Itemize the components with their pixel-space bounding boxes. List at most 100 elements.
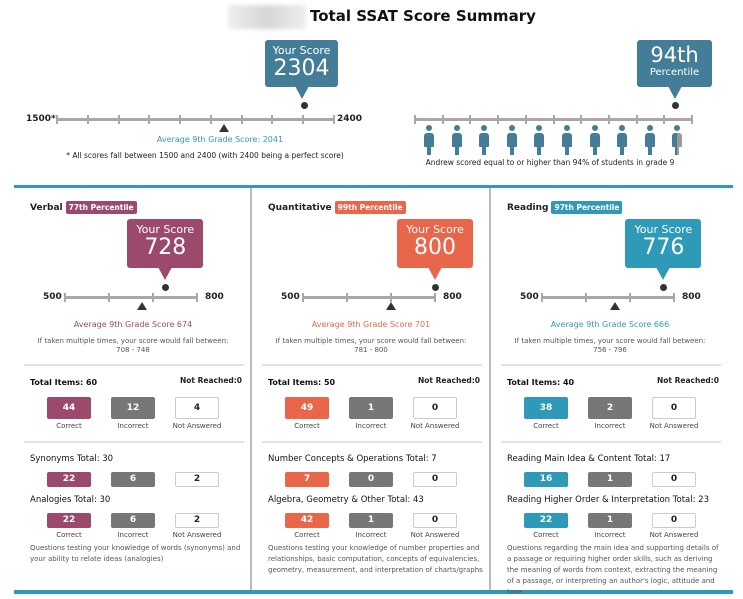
scale-tick (64, 293, 66, 302)
person-part (424, 133, 434, 147)
incorrect-label: Incorrect (117, 422, 149, 430)
scale-tick (497, 115, 500, 124)
score-range: 708 - 748 (116, 346, 150, 354)
percentile-marker-dot (672, 102, 680, 109)
section-description: Questions regarding the main idea and su… (507, 544, 719, 596)
score-marker-dot (432, 284, 439, 291)
subsection-title: Analogies Total: 30 (30, 495, 111, 505)
your-score-label: Your Score (406, 223, 464, 236)
bubble-tail (428, 267, 442, 280)
incorrect-count: 1 (349, 513, 393, 528)
person-part (647, 145, 652, 155)
not-answered-label: Not Answered (410, 531, 460, 539)
not-answered-count: 0 (652, 513, 696, 528)
subsection-title: Algebra, Geometry & Other Total: 43 (268, 495, 424, 505)
scale-tick (390, 293, 392, 302)
person-part (534, 133, 545, 147)
not-answered-count: 4 (175, 397, 219, 419)
incorrect-count: 1 (349, 397, 393, 419)
total-score-value: 2304 (273, 56, 330, 81)
score-value: 800 (414, 235, 456, 260)
not-reached: Not Reached:0 (179, 376, 242, 385)
scale-tick (196, 293, 198, 302)
section-quantitative: Quantitative 99th Percentile Your Score 800… (252, 188, 490, 590)
correct-count: 38 (524, 397, 568, 419)
column-separator (489, 188, 491, 590)
percentile-sub-label: Percentile (649, 67, 700, 78)
section-title: Reading 97th Percentile (507, 201, 623, 214)
correct-label: Correct (56, 422, 82, 430)
divider (262, 364, 482, 366)
scale-tick (524, 115, 527, 124)
scale-tick (441, 115, 444, 124)
person-part (509, 145, 514, 155)
percentile-value: 94th (650, 43, 699, 67)
section-description: Questions testing your knowledge of numb… (268, 544, 483, 574)
section-title: Quantitative 99th Percentile (268, 201, 406, 214)
total-score-bubble: Your Score 2304 (265, 40, 338, 99)
not-answered-label: Not Answered (172, 531, 222, 539)
scale-tick (333, 115, 335, 124)
scale-tick (179, 115, 182, 124)
total-items: Total Items: 60 (30, 378, 98, 387)
scale-tick (108, 293, 110, 302)
scale-tick (691, 115, 693, 124)
person-part (562, 133, 572, 147)
average-marker-icon (136, 302, 147, 310)
incorrect-label: Incorrect (594, 422, 626, 430)
range-intro: If taken multiple times, your score woul… (514, 337, 706, 345)
correct-count: 22 (47, 513, 91, 528)
divider (24, 364, 244, 366)
scale-tick (607, 115, 610, 124)
person-part (617, 133, 628, 147)
your-score-label: Your Score (272, 44, 331, 57)
person-part (644, 133, 655, 147)
person-part (426, 125, 432, 131)
section-name: Reading (507, 203, 549, 213)
section-description: Questions testing your knowledge of word… (30, 544, 241, 563)
average-label: Average 9th Grade Score 701 (311, 320, 431, 329)
correct-label: Correct (533, 531, 559, 539)
bubble-tail (158, 267, 173, 280)
person-icon (671, 125, 683, 155)
range-intro: If taken multiple times, your score woul… (275, 337, 467, 345)
scale-max-label: 800 (443, 292, 462, 302)
scale-tick (635, 115, 638, 124)
person-part (672, 133, 683, 147)
not-answered-count: 2 (175, 472, 219, 487)
person-part (453, 125, 460, 131)
scale-min-label: 500 (281, 292, 300, 302)
person-icon (533, 125, 545, 155)
not-answered-count: 0 (413, 397, 457, 419)
incorrect-label: Incorrect (594, 531, 626, 539)
scale-tick (541, 293, 543, 302)
scale-tick (580, 115, 583, 124)
scale-tick (302, 115, 305, 124)
person-icon (423, 125, 435, 155)
scale-max-label: 800 (205, 292, 224, 302)
scale-tick (585, 293, 587, 302)
total-items: Total Items: 40 (507, 378, 575, 387)
section-divider-top (14, 185, 733, 188)
scale-tick (414, 115, 416, 124)
scale-tick (209, 115, 212, 124)
percentile-scale (414, 115, 693, 124)
person-part (482, 145, 487, 155)
correct-label: Correct (533, 422, 559, 430)
person-part (427, 145, 431, 155)
incorrect-count: 6 (111, 513, 155, 528)
average-marker-icon (218, 124, 229, 132)
person-part (619, 125, 626, 131)
total-footnote: * All scores fall between 1500 and 2400 … (66, 151, 344, 160)
person-part (536, 125, 543, 131)
correct-count: 7 (285, 472, 329, 487)
average-marker-icon (610, 302, 621, 310)
person-part (675, 145, 680, 155)
bubble-tail (656, 267, 671, 280)
scale-tick (673, 293, 675, 302)
percentile-bubble: 94th Percentile (637, 40, 712, 99)
correct-label: Correct (294, 422, 320, 430)
section-divider-bottom (14, 590, 733, 594)
not-answered-count: 0 (652, 472, 696, 487)
score-bubble: Your Score 776 (625, 219, 702, 280)
